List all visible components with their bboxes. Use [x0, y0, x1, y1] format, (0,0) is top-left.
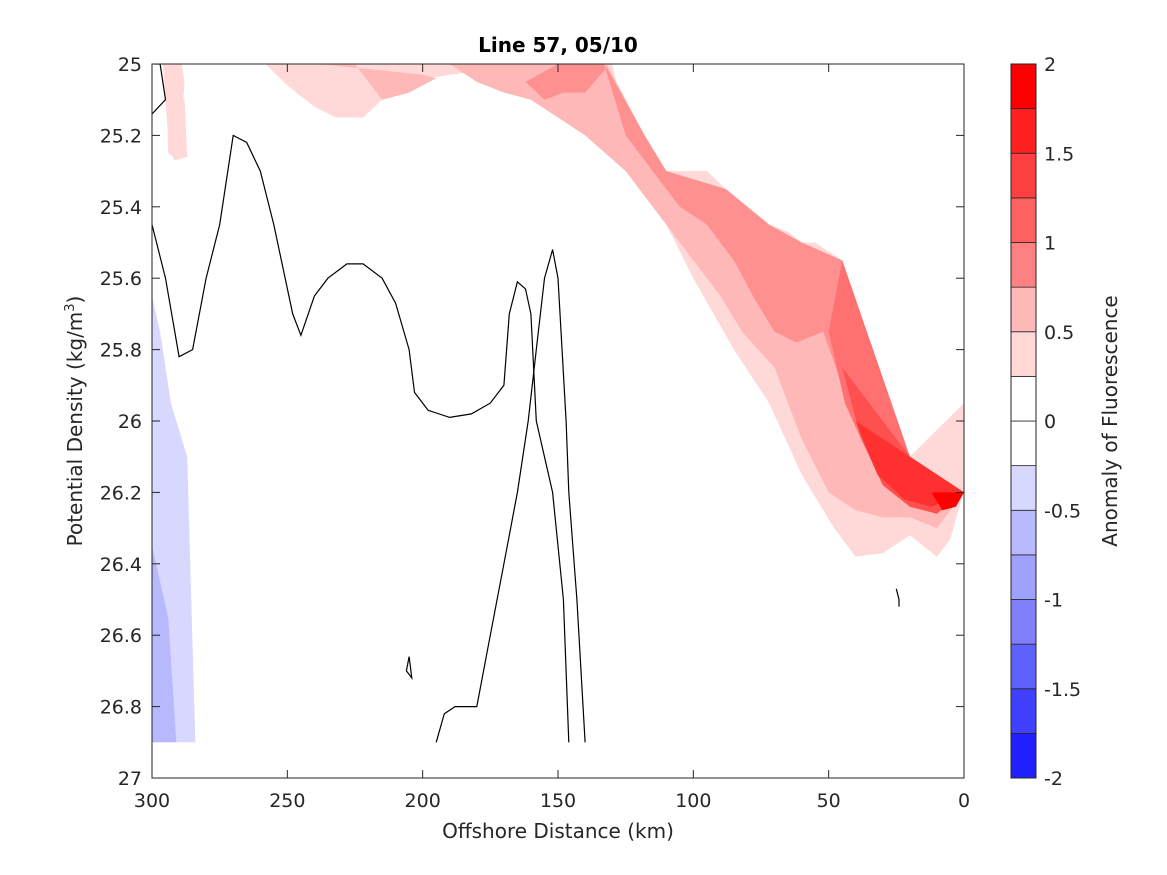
- contour-fill-9: [152, 546, 177, 743]
- zero-contour-lines: [152, 64, 900, 743]
- colorbar-tick-label: 1.5: [1044, 143, 1074, 165]
- y-tick-label: 25.8: [100, 340, 142, 362]
- colorbar: [1010, 63, 1037, 779]
- x-tick-label: 200: [405, 790, 441, 812]
- x-axis-ticks: 300 250 200 150 100 50 0: [134, 64, 970, 812]
- contour-fill-1: [162, 64, 188, 161]
- y-axis-ticks: 25 25.2 25.4 25.6 25.8 26 26.2 26.4 26.6 26.8 27: [100, 54, 964, 790]
- x-tick-label: 100: [675, 790, 711, 812]
- colorbar-band: [1010, 509, 1037, 556]
- colorbar-band: [1010, 63, 1037, 110]
- x-axis-label: Offshore Distance (km): [442, 819, 674, 843]
- colorbar-band: [1010, 152, 1037, 199]
- colorbar-band: [1010, 688, 1037, 734]
- colorbar-tick-label: 0: [1044, 411, 1056, 433]
- y-axis-label-tail: ): [63, 296, 87, 304]
- x-tick-label: 250: [269, 790, 305, 812]
- colorbar-band: [1010, 242, 1037, 288]
- y-tick-label: 25.6: [100, 268, 142, 290]
- colorbar-band: [1010, 108, 1037, 154]
- y-axis-label-sup: 3: [63, 303, 78, 311]
- colorbar-band: [1010, 554, 1037, 600]
- colorbar-tick-label: -1.5: [1044, 679, 1081, 701]
- contour-fill-7: [931, 492, 964, 511]
- colorbar-tick-label: 1: [1044, 233, 1056, 255]
- x-tick-label: 0: [958, 790, 970, 812]
- y-tick-label: 27: [118, 768, 142, 790]
- y-tick-label: 26: [118, 411, 142, 433]
- y-tick-label: 25: [118, 54, 142, 76]
- x-tick-label: 50: [817, 790, 841, 812]
- colorbar-band: [1010, 420, 1037, 467]
- colorbar-ticks: 2 1.5 1 0.5 0 -0.5 -1 -1.5 -2: [1044, 54, 1081, 790]
- colorbar-band: [1010, 286, 1037, 333]
- filled-contours: [152, 64, 964, 743]
- colorbar-tick-label: -1: [1044, 590, 1063, 612]
- zero-contour-2: [435, 249, 586, 743]
- zero-contour-1: [152, 134, 570, 743]
- y-axis-label: Potential Density (kg/m3): [63, 296, 87, 547]
- colorbar-band: [1010, 643, 1037, 690]
- y-tick-label: 26.8: [100, 697, 142, 719]
- y-tick-label: 25.2: [100, 125, 142, 147]
- colorbar-tick-label: -2: [1044, 768, 1063, 790]
- y-tick-label: 26.4: [100, 554, 142, 576]
- x-tick-label: 150: [540, 790, 576, 812]
- colorbar-label: Anomaly of Fluorescence: [1098, 295, 1122, 546]
- chart-title: Line 57, 05/10: [478, 33, 638, 57]
- colorbar-tick-label: 0.5: [1044, 322, 1074, 344]
- y-tick-label: 26.2: [100, 482, 142, 504]
- colorbar-band: [1010, 375, 1037, 422]
- colorbar-band: [1010, 599, 1037, 645]
- y-axis-label-main: Potential Density (kg/m: [63, 312, 87, 547]
- zero-contour-3: [405, 656, 413, 681]
- colorbar-band: [1010, 197, 1037, 243]
- colorbar-tick-label: 2: [1044, 54, 1056, 76]
- contour-fill-2: [319, 64, 964, 529]
- x-tick-label: 300: [134, 790, 170, 812]
- colorbar-band: [1010, 331, 1037, 377]
- colorbar-band: [1010, 465, 1037, 511]
- zero-contour-4: [895, 588, 900, 607]
- y-tick-label: 25.4: [100, 197, 142, 219]
- colorbar-band: [1010, 732, 1037, 779]
- zero-contour-0: [152, 64, 167, 115]
- contour-fill-6: [855, 421, 964, 507]
- colorbar-tick-label: -0.5: [1044, 500, 1081, 522]
- colorbar-frame: [1010, 63, 1037, 779]
- y-tick-label: 26.6: [100, 625, 142, 647]
